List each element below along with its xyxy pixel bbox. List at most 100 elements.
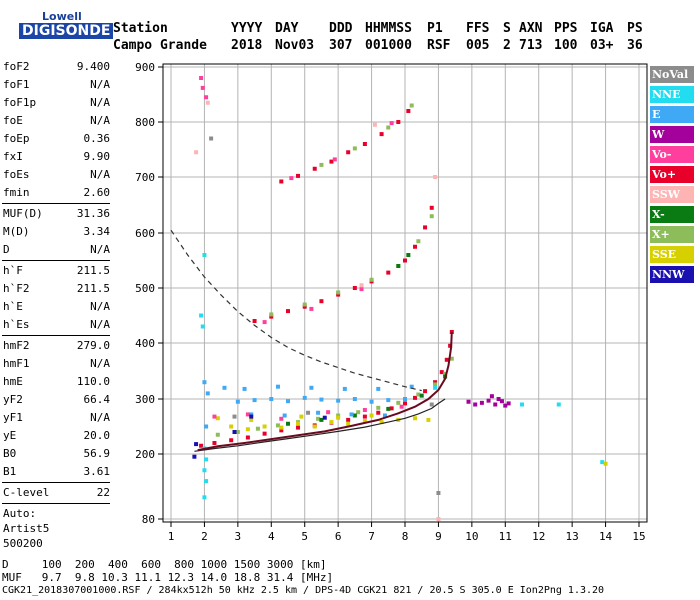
param-value: 2.60 <box>83 186 111 199</box>
point-nnw-mark <box>322 415 327 420</box>
header-label-7: S <box>503 21 511 36</box>
param-row: foEs N/A <box>2 166 110 184</box>
point-x-mark <box>406 253 411 257</box>
point-vo-mark <box>413 244 418 249</box>
param-label: h`F2 <box>3 282 30 295</box>
param-label: foEp <box>3 132 30 145</box>
param-label: yF2 <box>3 393 23 406</box>
param-row: C-level 22 <box>2 484 110 502</box>
y-tick-label: 400 <box>135 337 155 350</box>
y-tick-label: 800 <box>135 116 155 129</box>
header-value-2: Nov03 <box>275 38 315 53</box>
param-value: N/A <box>90 78 110 91</box>
point-vo-mark <box>229 438 234 443</box>
footer-muf-row: MUF 9.7 9.8 10.3 11.1 12.3 14.0 18.8 31.… <box>2 571 334 584</box>
point-sse-mark <box>296 421 301 426</box>
param-value: N/A <box>90 357 110 370</box>
point-vo-mark <box>262 320 267 325</box>
x-tick-label: 14 <box>599 530 613 543</box>
point-x-mark <box>396 400 401 405</box>
point-e-mark <box>252 398 257 403</box>
point-x-mark <box>319 417 324 422</box>
point-e-mark <box>242 386 247 391</box>
point-x-mark <box>356 410 361 415</box>
param-value: N/A <box>90 114 110 127</box>
header-value-11: 36 <box>627 38 643 53</box>
point-vo-mark <box>312 166 317 171</box>
param-label: C-level <box>3 486 50 499</box>
point-w-mark <box>473 402 478 407</box>
point-vo-mark <box>439 370 444 375</box>
param-label: MUF(D) <box>3 207 43 220</box>
param-label: fxI <box>3 150 23 163</box>
y-tick-label: 500 <box>135 282 155 295</box>
point-e-mark <box>222 385 227 390</box>
point-x-mark <box>275 423 280 428</box>
param-separator <box>2 482 110 483</box>
point-vo-mark <box>204 95 209 100</box>
point-vo-mark <box>329 159 334 164</box>
point-e-mark <box>319 397 324 402</box>
param-value: N/A <box>90 243 110 256</box>
point-e-mark <box>205 391 210 396</box>
point-vo-mark <box>359 287 364 292</box>
point-noval-mark <box>306 410 311 415</box>
point-e-mark <box>235 399 240 404</box>
point-vo-mark <box>252 319 257 323</box>
header-label-4: HHMMSS <box>365 21 412 36</box>
point-nne-mark <box>200 324 205 329</box>
param-label: foE <box>3 114 23 127</box>
x-tick-label: 6 <box>335 530 342 543</box>
y-tick-label: 200 <box>135 448 155 461</box>
point-vo-mark <box>389 121 394 126</box>
point-sse-mark <box>262 424 267 429</box>
footer-file-row: CGK21_2018307001000.RSF / 284kx512h 50 k… <box>2 585 605 596</box>
point-vo-mark <box>199 76 204 80</box>
point-vo-mark <box>245 412 250 417</box>
point-vo-mark <box>379 132 384 137</box>
param-row: h`F 211.5 <box>2 262 110 280</box>
point-vo-mark <box>389 406 394 411</box>
point-e-mark <box>336 398 341 403</box>
point-x-mark <box>396 264 401 268</box>
legend-item: W <box>650 126 694 143</box>
x-tick-label: 4 <box>268 530 275 543</box>
param-row: yF1 N/A <box>2 409 110 427</box>
point-vo-mark <box>296 173 301 178</box>
param-value: 9.400 <box>76 60 110 73</box>
point-x-mark <box>255 426 260 431</box>
legend-item: SSE <box>650 246 694 263</box>
point-e-mark <box>269 397 274 401</box>
legend-item: Vo- <box>650 146 694 163</box>
point-vo-mark <box>429 205 434 210</box>
point-vo-mark <box>286 309 290 314</box>
point-vo-mark <box>403 258 407 263</box>
point-e-mark <box>369 399 374 404</box>
point-nne-mark <box>600 460 605 465</box>
point-sse-mark <box>413 416 418 421</box>
header-label-9: PPS <box>554 21 578 36</box>
legend-item: NNE <box>650 86 694 103</box>
point-e-mark <box>352 397 357 401</box>
param-value: N/A <box>90 300 110 313</box>
param-value: 9.90 <box>83 150 111 163</box>
profile-traces <box>170 229 453 452</box>
point-w-mark <box>466 399 471 404</box>
x-tick-label: 5 <box>301 530 308 543</box>
point-nne-mark <box>433 385 438 390</box>
point-sse-mark <box>329 420 334 425</box>
param-value: 31.36 <box>76 207 110 220</box>
header-value-8: 713 <box>519 38 543 53</box>
point-x-mark <box>416 239 421 244</box>
param-row: B1 3.61 <box>2 463 110 481</box>
param-row: D N/A <box>2 241 110 259</box>
param-label: h`E <box>3 300 23 313</box>
point-sse-mark <box>245 427 250 432</box>
point-vo-mark <box>269 314 274 319</box>
point-sse-mark <box>379 420 384 425</box>
point-x-mark <box>433 382 438 387</box>
point-nnw-mark <box>249 414 254 419</box>
param-label: B0 <box>3 447 17 460</box>
auto-line: Auto: <box>2 505 110 520</box>
